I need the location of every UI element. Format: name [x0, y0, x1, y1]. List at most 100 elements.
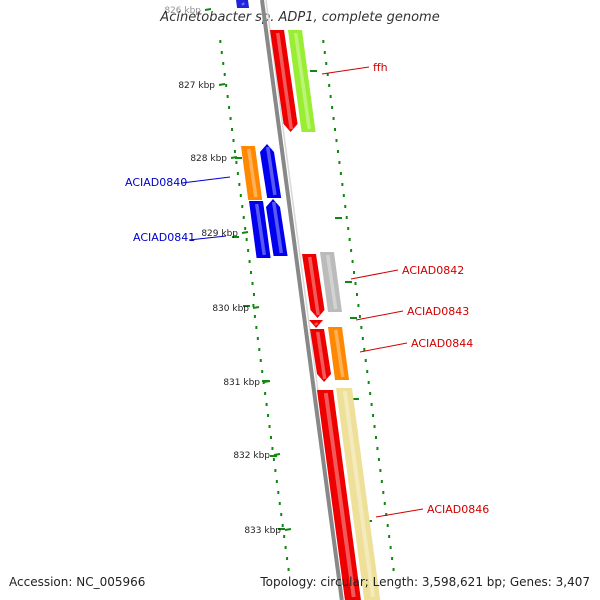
gc-dot-left — [220, 51, 223, 54]
gc-dot-right — [354, 282, 357, 285]
gc-dash — [350, 317, 357, 319]
gc-dot-right — [370, 403, 373, 406]
gene-labels: ffh ACIAD0840 ACIAD0841 ACIAD0842 ACIAD0843 A… — [125, 61, 489, 518]
gene-label-aciad0846: ACIAD0846 — [427, 503, 489, 516]
kbp-ticks: 826 kbp 827 kbp 828 kbp 829 kbp 830 kbp 831 k… — [164, 6, 292, 536]
label-leader-line — [355, 310, 404, 321]
gc-dot-right — [355, 293, 358, 296]
gc-dot-left — [256, 337, 259, 340]
gc-dot-left — [269, 436, 272, 439]
gene-bar-aciad0844-shine — [315, 331, 327, 380]
gene-bar-aciad0844 — [310, 329, 332, 382]
gene-label-aciad0840: ACIAD0840 — [125, 176, 187, 189]
gc-dot-right — [344, 205, 347, 208]
gc-dot-left — [245, 238, 248, 241]
tick-mark — [218, 83, 226, 86]
gc-dot-left — [239, 194, 242, 197]
gene-bar-aciad0846-shine — [323, 392, 356, 598]
gc-dot-right — [366, 370, 369, 373]
gene-bar-orange-0840-shine — [246, 148, 258, 198]
gc-dot-right — [338, 161, 341, 164]
gc-dot-left — [259, 359, 262, 362]
gc-dot-left — [244, 227, 247, 230]
gc-dot-left — [283, 535, 286, 538]
gc-dot-right — [391, 557, 394, 560]
gc-dot-left — [287, 568, 290, 571]
gene-bar-ffh-shine — [275, 32, 293, 130]
gc-dot-left — [236, 172, 239, 175]
label-leader-line — [350, 269, 399, 280]
gc-dot-left — [265, 403, 268, 406]
gc-dot-left — [267, 414, 270, 417]
gc-dot-right — [322, 40, 325, 43]
label-leader-line — [321, 66, 370, 75]
gc-dot-right — [386, 524, 389, 527]
tick-mark — [252, 306, 260, 309]
gc-dot-left — [278, 502, 281, 505]
gc-dot-left — [274, 469, 277, 472]
gene-bar-0842-grey — [320, 252, 342, 312]
tick-label: 830 kbp — [212, 304, 249, 314]
gc-dot-left — [264, 392, 267, 395]
gc-dot-left — [233, 150, 236, 153]
gc-dot-left — [228, 106, 231, 109]
gc-dot-left — [252, 304, 255, 307]
gene-label-ffh: ffh — [373, 61, 388, 74]
topology-text: Topology: circular; Length: 3,598,621 bp… — [260, 575, 590, 589]
gene-bar-top-partial-shine — [241, 2, 245, 6]
gc-dot-left — [219, 40, 222, 43]
gene-bar-orange-0840 — [241, 146, 263, 200]
gc-dot-right — [357, 304, 360, 307]
gc-dash — [335, 217, 342, 219]
gc-dot-right — [345, 216, 348, 219]
gc-dot-right — [363, 348, 366, 351]
gc-dot-left — [247, 249, 250, 252]
gc-dot-left — [268, 425, 271, 428]
tick-mark — [284, 528, 292, 531]
gc-dot-right — [332, 117, 335, 120]
tick-label: 827 kbp — [178, 81, 215, 91]
gc-dot-right — [325, 62, 328, 65]
gc-dot-left — [253, 315, 256, 318]
gc-dot-left — [262, 381, 265, 384]
gc-dash — [235, 157, 242, 159]
backbone-line — [260, 0, 344, 600]
gc-dot-left — [284, 546, 287, 549]
gene-bar-aciad0843-shine — [314, 322, 319, 326]
gc-dot-left — [286, 557, 289, 560]
gc-dot-right — [361, 337, 364, 340]
tick-label: 826 kbp — [164, 6, 201, 16]
gc-dot-left — [241, 205, 244, 208]
gc-dot-right — [367, 381, 370, 384]
gc-dot-right — [323, 51, 326, 54]
gc-dot-left — [242, 216, 245, 219]
gc-dot-right — [341, 183, 344, 186]
gene-bar-aciad0841b-shine — [271, 201, 284, 254]
gc-dot-left — [275, 480, 278, 483]
gc-dot-left — [281, 524, 284, 527]
gc-dot-left — [277, 491, 280, 494]
tick-label: 829 kbp — [201, 229, 238, 239]
gc-dash — [232, 236, 239, 238]
gc-dot-right — [328, 84, 331, 87]
gene-label-aciad0843: ACIAD0843 — [407, 305, 469, 318]
gc-dot-right — [376, 447, 379, 450]
gene-label-aciad0841: ACIAD0841 — [133, 231, 195, 244]
tick-label: 831 kbp — [223, 378, 260, 388]
gc-dot-right — [358, 315, 361, 318]
gc-dot-right — [342, 194, 345, 197]
gc-dot-right — [377, 458, 380, 461]
gc-dot-left — [248, 260, 251, 263]
gc-dash — [270, 455, 277, 457]
gene-label-aciad0842: ACIAD0842 — [402, 264, 464, 277]
gc-dot-left — [258, 348, 261, 351]
gc-dot-left — [272, 458, 275, 461]
gene-bar-aciad0846 — [317, 390, 361, 600]
gc-dot-right — [360, 326, 363, 329]
gene-label-aciad0844: ACIAD0844 — [411, 337, 473, 350]
gc-dash — [345, 281, 352, 283]
gc-dash — [352, 398, 359, 400]
gc-dot-right — [326, 73, 329, 76]
gene-bar-top-partial — [236, 0, 250, 8]
